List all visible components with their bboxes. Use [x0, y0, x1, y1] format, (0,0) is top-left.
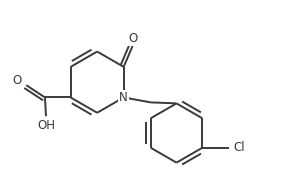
Text: Cl: Cl	[233, 141, 245, 154]
Text: O: O	[128, 32, 137, 45]
Text: O: O	[13, 74, 22, 87]
Text: OH: OH	[37, 119, 55, 132]
Text: N: N	[119, 91, 128, 104]
